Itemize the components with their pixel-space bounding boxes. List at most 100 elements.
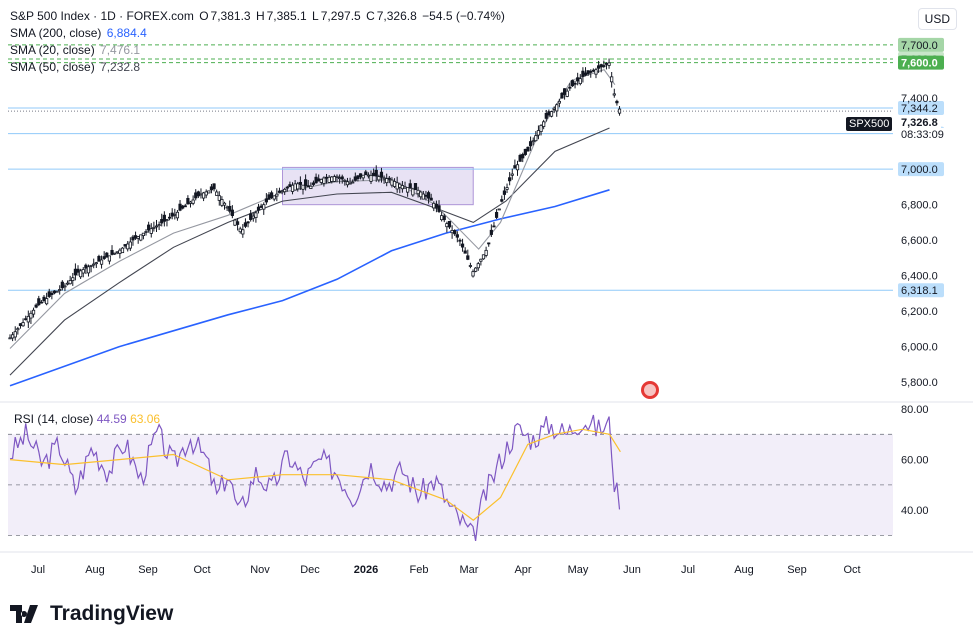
candle-body	[89, 264, 93, 267]
candle-body	[65, 282, 70, 285]
tradingview-logo[interactable]: TradingView	[10, 602, 173, 626]
candle-body	[228, 205, 232, 212]
price-level-tag	[898, 162, 944, 177]
candle-body	[37, 298, 41, 306]
candle-body	[560, 92, 564, 99]
candle-body	[157, 224, 161, 227]
candle-body	[290, 184, 295, 192]
symbol-title: S&P 500 Index · 1D · FOREX.com	[10, 9, 194, 23]
candle-body	[324, 176, 329, 179]
low-value: 7,297.5	[320, 9, 361, 23]
candle-body	[536, 130, 541, 136]
candle-body	[238, 228, 242, 233]
candle-body	[314, 176, 318, 184]
candle-body	[345, 181, 350, 186]
candle-body	[298, 181, 302, 185]
y-tick-label: 6,400.0	[901, 271, 938, 283]
candle-body	[521, 153, 525, 159]
candle-body	[413, 183, 418, 191]
open-value: 7,381.3	[210, 9, 251, 23]
candle-body	[513, 165, 517, 169]
candle-body	[16, 328, 20, 331]
candle-body	[50, 292, 54, 295]
candle-body	[63, 285, 67, 288]
y-tick-label: 5,800.0	[901, 377, 938, 389]
candle-body	[615, 100, 619, 104]
candle-body	[256, 206, 261, 211]
legend-sma200[interactable]: SMA (200, close) 6,884.4	[10, 26, 147, 40]
candle-body	[60, 281, 64, 289]
candle-body	[317, 178, 321, 182]
candle-body	[13, 331, 17, 338]
candle-body	[330, 176, 334, 182]
candle-body	[455, 234, 459, 238]
candle-body	[269, 192, 274, 198]
candle-body	[267, 194, 271, 200]
candle-body	[549, 111, 554, 117]
candle-body	[408, 183, 412, 189]
y-tick-label: 6,000.0	[901, 342, 938, 354]
candle-body	[432, 202, 436, 209]
candle-body	[358, 173, 363, 178]
candle-body	[492, 225, 496, 228]
x-tick-label: Aug	[85, 564, 105, 576]
rsi-legend[interactable]: RSI (14, close) 44.59 63.06	[14, 412, 161, 426]
legend-sma50[interactable]: SMA (50, close) 7,232.8	[10, 60, 141, 74]
candle-body	[578, 78, 582, 85]
price-level-label: 7,344.2	[901, 103, 938, 115]
candle-body	[476, 263, 480, 269]
candle-body	[207, 190, 211, 194]
candle-body	[285, 186, 289, 189]
candle-body	[110, 249, 114, 255]
candle-body	[351, 181, 355, 184]
candle-body	[24, 318, 28, 321]
x-tick-label: Jul	[31, 564, 45, 576]
candle-body	[194, 192, 198, 199]
candle-body	[246, 221, 250, 224]
candle-body	[460, 243, 465, 248]
candle-body	[115, 251, 119, 254]
candle-body	[29, 312, 33, 319]
candle-body	[133, 235, 138, 239]
candle-body	[505, 187, 509, 190]
price-level-label: 7,000.0	[901, 164, 938, 176]
y-tick-label: 7,400.0	[901, 93, 938, 105]
candle-body	[165, 219, 169, 221]
candle-body	[379, 171, 384, 178]
candle-body	[149, 228, 153, 234]
candle-body	[487, 242, 491, 245]
candle-body	[481, 254, 486, 260]
candle-body	[81, 269, 85, 274]
candle-body	[366, 174, 370, 177]
candle-body	[183, 205, 187, 208]
candle-body	[474, 267, 478, 272]
candle-body	[479, 258, 483, 262]
x-tick-label: Sep	[138, 564, 158, 576]
candle-body	[591, 69, 595, 72]
candle-body	[395, 182, 399, 190]
candle-body	[421, 193, 425, 200]
candle-body	[353, 176, 357, 181]
candle-body	[500, 199, 504, 202]
candle-body	[573, 82, 577, 85]
candle-body	[147, 224, 151, 231]
candle-body	[296, 183, 300, 190]
candle-body	[338, 177, 342, 180]
candle-body	[531, 140, 535, 143]
candle-body	[440, 215, 444, 221]
legend-sma20[interactable]: SMA (20, close) 7,476.1	[10, 43, 141, 57]
candle-body	[39, 301, 43, 304]
price-level-label: 7,600.0	[901, 58, 938, 70]
candle-body	[450, 229, 454, 234]
candle-body	[128, 241, 132, 249]
x-tick-label: Feb	[410, 564, 429, 576]
candle-body	[58, 289, 62, 291]
x-tick-label: May	[568, 564, 589, 576]
currency-selector[interactable]: USD	[917, 8, 957, 30]
candle-body	[272, 195, 276, 200]
rsi-tick-label: 80.00	[901, 404, 929, 416]
candle-body	[293, 183, 297, 191]
rsi-line	[9, 414, 621, 542]
candle-body	[97, 255, 101, 262]
